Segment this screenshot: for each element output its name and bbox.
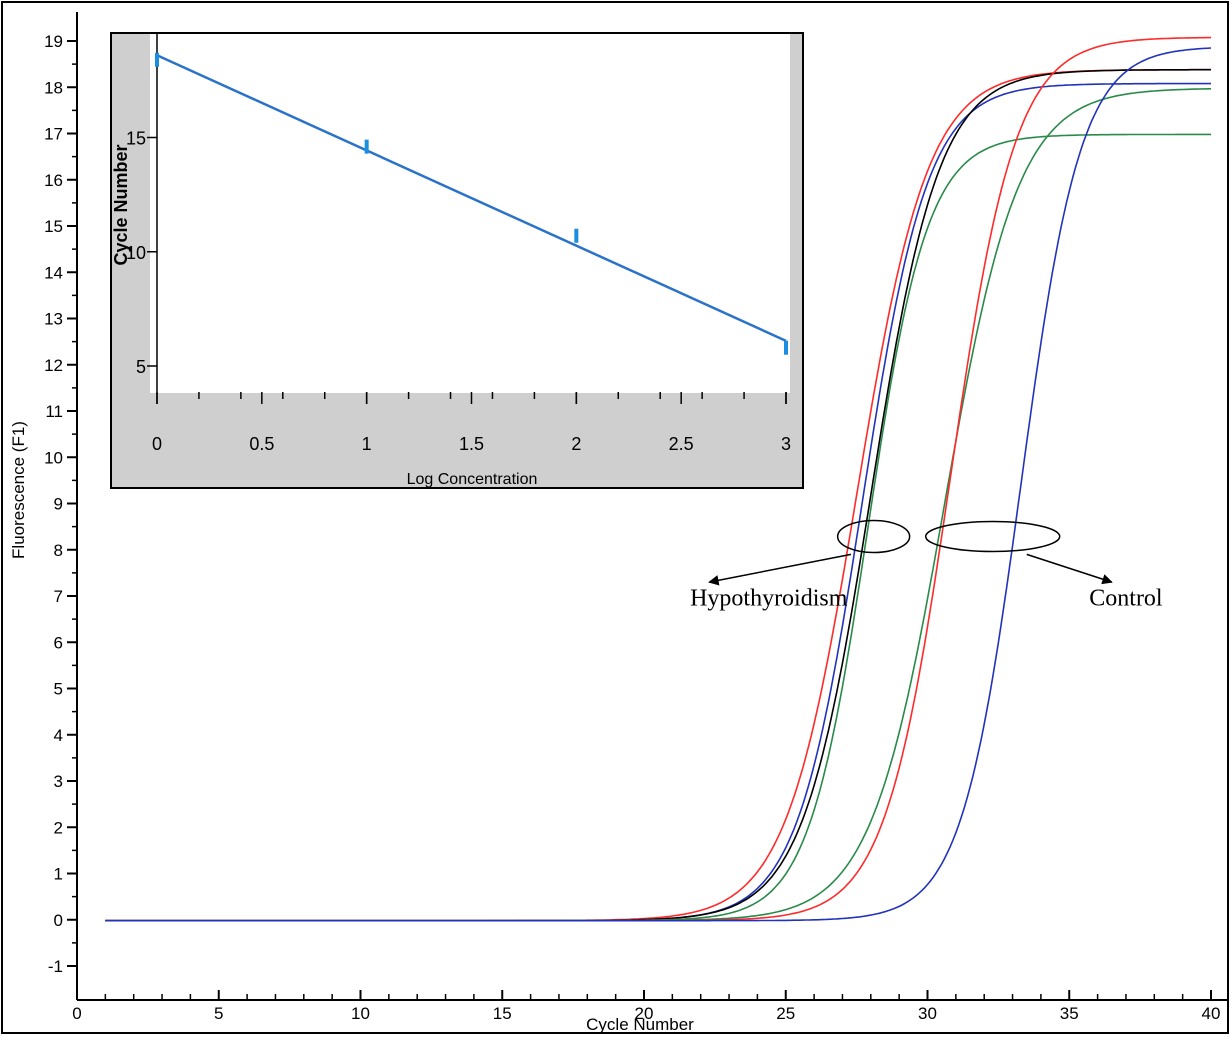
inset-x-tick-label: 1.5	[459, 434, 484, 454]
inset-x-tick-label: 2.5	[669, 434, 694, 454]
inset-right-margin	[790, 34, 802, 487]
y-tick-label: 6	[54, 633, 63, 652]
x-tick-label: 10	[351, 1004, 370, 1023]
y-axis-title: Fluorescence (F1)	[9, 421, 28, 559]
annotations: Hypothyroidism Control	[690, 519, 1163, 611]
inset-y-tick-label: 5	[136, 357, 146, 377]
inset-series	[155, 52, 788, 355]
y-tick-label: 7	[54, 587, 63, 606]
y-tick-label: 15	[44, 217, 63, 236]
series-line-7	[105, 47, 1212, 922]
inset-y-axis-title: Cycle Number	[111, 144, 131, 265]
inset-axes: 0 0.5 1 1.5 2 2.5 3 5 10 15	[112, 34, 791, 487]
inset-data-point	[784, 340, 788, 355]
y-tick-label: 17	[44, 125, 63, 144]
x-tick-label: 0	[72, 1004, 81, 1023]
inset-left-margin	[112, 34, 150, 393]
y-tick-label: 0	[54, 911, 63, 930]
hypothyroidism-label: Hypothyroidism	[690, 585, 848, 611]
y-tick-label: 14	[44, 263, 63, 282]
y-tick-label: 9	[54, 495, 63, 514]
control-ellipse	[924, 520, 1061, 553]
y-tick-label: 3	[54, 772, 63, 791]
y-tick-label: 16	[44, 171, 63, 190]
x-tick-label: 15	[493, 1004, 512, 1023]
inset-standard-curve: 0 0.5 1 1.5 2 2.5 3 5 10 15 Log Concentration Cyc…	[110, 32, 804, 489]
inset-data-point	[574, 228, 579, 243]
x-tick-label: 5	[214, 1004, 223, 1023]
y-tick-label: 4	[54, 726, 63, 745]
x-tick-label: 20	[635, 1004, 654, 1023]
inset-x-axis-title: Log Concentration	[407, 471, 538, 488]
inset-y-tick-label: 10	[126, 243, 146, 263]
control-arrow	[1026, 553, 1113, 585]
hypothyroidism-arrow	[708, 553, 852, 586]
x-tick-label: 30	[918, 1004, 937, 1023]
y-tick-label: 10	[44, 448, 63, 467]
inset-data-point	[364, 139, 369, 154]
y-tick-label: 2	[54, 818, 63, 837]
y-tick-label: -1	[48, 957, 63, 976]
x-tick-label: 40	[1202, 1004, 1221, 1023]
y-tick-label: 18	[44, 78, 63, 97]
inset-bottom-margin	[112, 393, 790, 487]
inset-x-tick-label: 2	[571, 434, 581, 454]
y-tick-label: 8	[54, 541, 63, 560]
y-tick-label: 11	[45, 402, 63, 421]
inset-x-tick-label: 1	[362, 434, 372, 454]
main-series-group	[105, 36, 1212, 922]
inset-x-tick-label: 0	[152, 434, 162, 454]
y-tick-label: 1	[54, 865, 63, 884]
y-tick-label: 19	[44, 32, 63, 51]
inset-fit-line	[156, 54, 787, 343]
inset-data-point	[155, 52, 159, 67]
x-tick-label: 25	[776, 1004, 795, 1023]
control-label: Control	[1089, 585, 1163, 611]
y-tick-label: 5	[54, 680, 63, 699]
y-tick-label: 13	[44, 310, 63, 329]
x-axis-title: Cycle Number	[586, 1015, 694, 1034]
hypothyroidism-ellipse	[836, 519, 911, 554]
inset-y-tick-label: 15	[126, 129, 146, 149]
inset-x-tick-label: 3	[781, 434, 791, 454]
x-tick-label: 35	[1060, 1004, 1079, 1023]
y-tick-label: 12	[44, 356, 63, 375]
inset-x-tick-label: 0.5	[249, 434, 274, 454]
